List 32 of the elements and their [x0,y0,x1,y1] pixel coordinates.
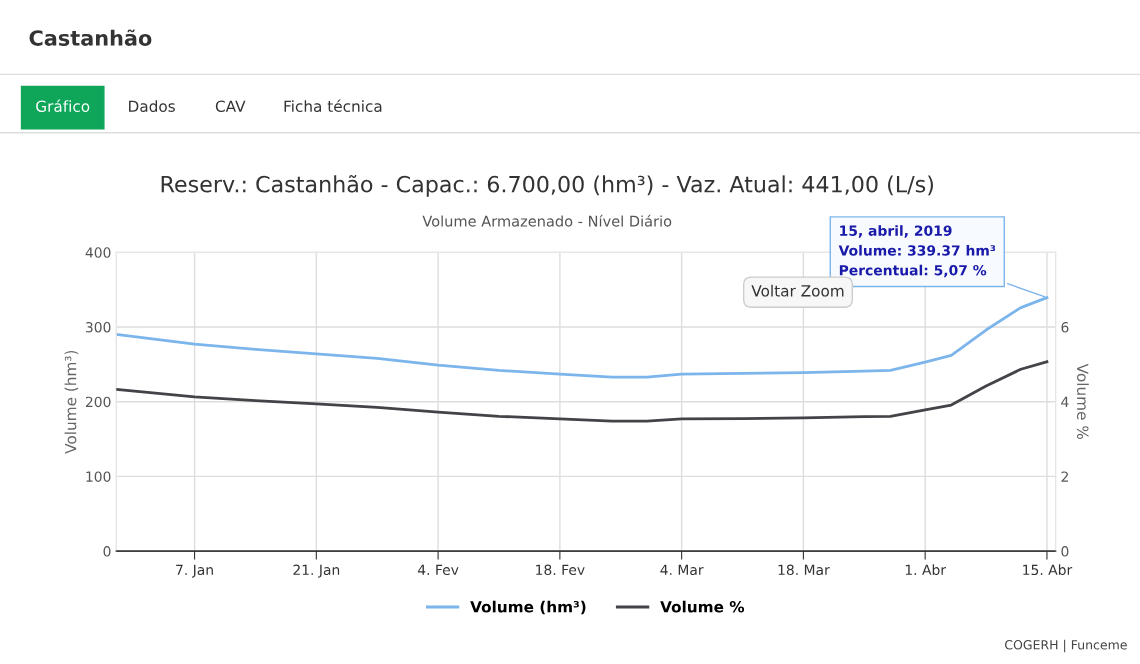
y-axis-title: Volume (hm³) [64,350,79,454]
y-tick-label: 300 [85,321,111,333]
y2-tick-label: 6 [1061,321,1069,333]
line-series [116,360,1049,423]
x-tick-label: 18. Mar [778,564,830,576]
x-tick-label: 7. Jan [176,564,213,578]
annotation: 15, abril, 2019 Volume: 339.37 hm³ Percentual: 5,07 % [838,225,996,278]
chart-subtitle: Volume Armazenado - Nível Diário [422,214,672,227]
legend-label: Volume % [660,600,745,613]
text: COGERH | Funceme [1005,639,1127,653]
x-tick-label: 21. Jan [293,564,340,578]
y2-tick-label: 0 [1061,546,1069,557]
text: Ficha técnica [284,99,382,112]
text: CAV [215,100,246,112]
annotation: Voltar Zoom [751,284,844,297]
y-tick-label: 100 [86,471,111,482]
y-tick-label: 200 [85,396,111,408]
text: Gráfico [36,99,90,112]
text: Castanhão [29,29,152,46]
x-tick-label: 4. Mar [660,564,704,576]
x-tick-label: 1. Abr [905,564,947,576]
text: Dados [129,100,175,112]
chart-title: Reserv.: Castanhão - Capac.: 6.700,00 (hm³) - Vaz. Atual: 441,00 (L/s) [161,174,933,197]
x-tick-label: 18. Fev [536,564,585,576]
x-tick-label: 15. Abr [1023,564,1073,576]
y-tick-label: 400 [85,247,111,258]
y2-tick-label: 4 [1061,396,1069,407]
x-tick-label: 4. Fev [417,564,459,576]
y2-axis-title: Volume % [1076,363,1089,439]
y-tick-label: 0 [103,546,111,557]
y2-tick-label: 2 [1061,471,1068,482]
legend-label: Volume (hm³) [470,600,586,615]
